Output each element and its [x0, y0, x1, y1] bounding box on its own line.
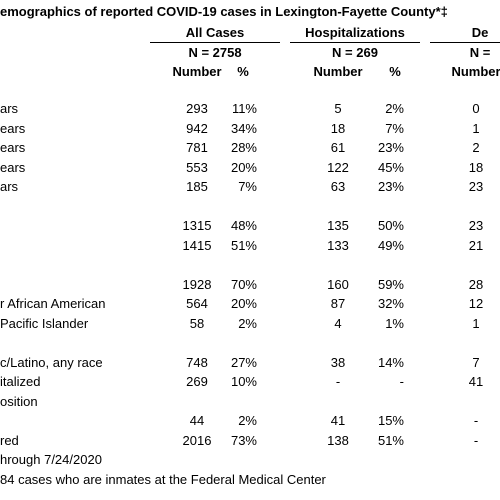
- cell: 34%: [230, 120, 257, 136]
- cell: 2%: [238, 315, 257, 331]
- cell: 49%: [377, 237, 404, 253]
- cell: 4: [334, 315, 342, 331]
- column-header: %: [237, 64, 249, 79]
- cell: 781: [186, 140, 208, 155]
- cell: 2%: [238, 413, 257, 428]
- cell: 38: [330, 354, 346, 370]
- cell: 564: [186, 296, 208, 311]
- cell: 41: [330, 413, 346, 428]
- cell: 48%: [230, 218, 257, 233]
- column-header: %: [389, 64, 401, 79]
- cell: 45%: [377, 159, 404, 175]
- cell: 293: [186, 101, 208, 116]
- cell: 133: [327, 237, 349, 253]
- row-label: r African American: [0, 296, 106, 311]
- cell: 269: [186, 374, 208, 389]
- total-header: N = 269: [332, 45, 378, 60]
- cell: 15%: [377, 413, 404, 428]
- cell: -: [335, 374, 341, 389]
- cell: 5: [334, 101, 342, 116]
- cell: 28: [468, 276, 484, 292]
- cell: 63: [330, 179, 346, 194]
- cell: 59%: [377, 276, 404, 292]
- row-label: ears: [0, 120, 26, 136]
- cell: 14%: [377, 354, 404, 370]
- cell: 21: [468, 237, 484, 253]
- row-label: ears: [0, 159, 26, 175]
- cell: 44: [189, 413, 205, 428]
- cell: 20%: [230, 296, 257, 311]
- cell: 7%: [385, 120, 404, 136]
- footnote: 84 cases who are inmates at the Federal …: [0, 472, 326, 487]
- rule: [290, 42, 420, 43]
- cell: 50%: [377, 218, 404, 233]
- cell: 28%: [230, 140, 257, 155]
- cell: 1315: [182, 218, 212, 233]
- cell: 23%: [377, 179, 404, 194]
- row-label: ars: [0, 179, 19, 194]
- cell: 138: [327, 432, 349, 448]
- group-header: All Cases: [185, 25, 245, 40]
- cell: 160: [327, 276, 349, 292]
- cell: 1415: [182, 237, 212, 253]
- column-header: Number: [172, 64, 222, 79]
- row-label: ars: [0, 101, 19, 116]
- cell: 27%: [230, 354, 257, 370]
- cell: -: [473, 413, 479, 428]
- cell: 51%: [230, 237, 257, 253]
- row-label: ears: [0, 140, 26, 155]
- row-label: italized: [0, 374, 41, 389]
- cell: 12: [468, 296, 484, 311]
- cell: 553: [186, 159, 208, 175]
- cell: 748: [186, 354, 208, 370]
- cell: 0: [472, 101, 480, 116]
- cell: 7%: [238, 179, 257, 194]
- group-header: Hospitalizations: [305, 25, 405, 40]
- cell: 2: [472, 140, 480, 155]
- cell: 20%: [230, 159, 257, 175]
- cell: 41: [468, 374, 484, 389]
- row-label: Pacific Islander: [0, 315, 89, 331]
- cell: 18: [468, 159, 484, 175]
- cell: 11%: [231, 101, 257, 116]
- row-label: red: [0, 432, 19, 448]
- cell: 58: [189, 315, 205, 331]
- group-header: De: [471, 25, 489, 40]
- cell: 70%: [230, 276, 257, 292]
- cell: 61: [330, 140, 346, 155]
- cell: 23: [468, 179, 484, 194]
- total-header: N =: [469, 45, 491, 60]
- total-header: N = 2758: [188, 45, 242, 60]
- cell: 135: [327, 218, 349, 233]
- cell: 122: [327, 159, 349, 175]
- cell: 942: [186, 120, 208, 136]
- cell: 2%: [385, 101, 404, 116]
- column-header: Number: [313, 64, 363, 79]
- cell: -: [473, 432, 479, 448]
- cell: 10%: [230, 374, 257, 389]
- cell: 73%: [230, 432, 257, 448]
- footnote: hrough 7/24/2020: [0, 452, 102, 467]
- cell: 23: [468, 218, 484, 233]
- cell: -: [399, 374, 404, 389]
- title: emographics of reported COVID-19 cases i…: [0, 4, 448, 19]
- cell: 7: [472, 354, 480, 370]
- cell: 23%: [377, 140, 404, 155]
- cell: 32%: [377, 296, 404, 311]
- cell: 87: [330, 296, 346, 311]
- cell: 2016: [182, 432, 212, 448]
- cell: 1%: [385, 315, 404, 331]
- cell: 18: [330, 120, 346, 136]
- rule: [430, 42, 500, 43]
- cell: 51%: [377, 432, 404, 448]
- rule: [150, 42, 280, 43]
- cell: 1: [472, 315, 480, 331]
- cell: 1928: [182, 276, 212, 292]
- cell: 1: [472, 120, 480, 136]
- cell: 185: [186, 179, 208, 194]
- row-label: osition: [0, 393, 38, 409]
- row-label: c/Latino, any race: [0, 354, 103, 370]
- column-header: Number: [451, 64, 500, 79]
